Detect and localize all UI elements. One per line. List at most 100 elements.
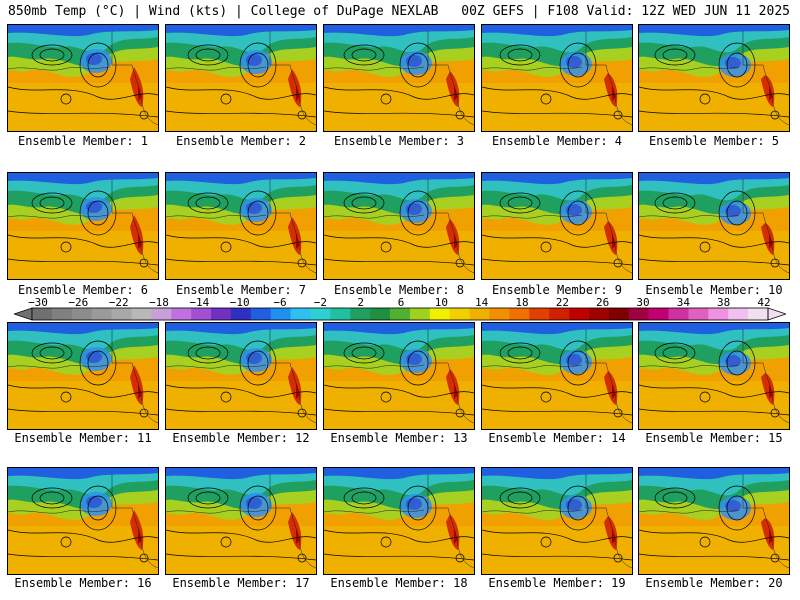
colorbar-tick-label: −18 [149, 296, 169, 309]
colorbar-swatch [290, 308, 311, 320]
ensemble-panel-19 [481, 467, 633, 575]
temperature-map [482, 468, 632, 574]
ensemble-member-label: Ensemble Member: 14 [488, 431, 626, 445]
ensemble-member-label: Ensemble Member: 5 [648, 134, 780, 148]
colorbar-tick-label: 2 [357, 296, 364, 309]
colorbar-swatch [151, 308, 172, 320]
ensemble-member-label: Ensemble Member: 19 [488, 576, 626, 590]
colorbar-tick-label: 34 [676, 296, 690, 309]
ensemble-member-label: Ensemble Member: 18 [330, 576, 468, 590]
colorbar-tick-label: 10 [434, 296, 448, 309]
ensemble-panel-17 [165, 467, 317, 575]
colorbar-tick-label: −30 [28, 296, 48, 309]
colorbar-swatch [509, 308, 530, 320]
ensemble-member-label: Ensemble Member: 2 [175, 134, 307, 148]
colorbar-tick-label: −22 [108, 296, 129, 309]
colorbar-swatch [449, 308, 470, 320]
ensemble-member-label: Ensemble Member: 3 [333, 134, 465, 148]
ensemble-member-label: Ensemble Member: 17 [172, 576, 310, 590]
ensemble-panel-14 [481, 322, 633, 430]
ensemble-member-label: Ensemble Member: 12 [172, 431, 310, 445]
ensemble-member-label: Ensemble Member: 16 [14, 576, 152, 590]
colorbar-swatch [250, 308, 271, 320]
temperature-map [482, 323, 632, 429]
ensemble-panel-20 [638, 467, 790, 575]
temperature-map [166, 323, 316, 429]
ensemble-panel-3 [323, 24, 475, 132]
ensemble-panel-4 [481, 24, 633, 132]
temperature-map [324, 468, 474, 574]
temperature-map [639, 323, 789, 429]
temperature-map [324, 25, 474, 131]
ensemble-panel-18 [323, 467, 475, 575]
ensemble-panel-7 [165, 172, 317, 280]
ensemble-panel-11 [7, 322, 159, 430]
ensemble-panel-5 [638, 24, 790, 132]
ensemble-panel-15 [638, 322, 790, 430]
temperature-map [324, 323, 474, 429]
colorbar-swatch [588, 308, 610, 320]
temperature-map [482, 25, 632, 131]
colorbar-swatch [191, 308, 212, 320]
colorbar-swatch [171, 308, 192, 320]
ensemble-panel-8 [323, 172, 475, 280]
colorbar-tick-label: −10 [229, 296, 250, 309]
ensemble-member-label: Ensemble Member: 6 [17, 283, 149, 297]
temperature-map [639, 468, 789, 574]
ensemble-panel-9 [481, 172, 633, 280]
temperature-map [324, 173, 474, 279]
colorbar-swatch [111, 308, 132, 320]
temperature-map [8, 323, 158, 429]
ensemble-panel-12 [165, 322, 317, 430]
colorbar-swatch [569, 308, 590, 320]
colorbar-swatch [409, 308, 431, 320]
ensemble-panel-2 [165, 24, 317, 132]
colorbar-tick-label: 22 [555, 296, 569, 309]
colorbar-tick-label: 42 [757, 296, 771, 309]
ensemble-member-label: Ensemble Member: 20 [645, 576, 783, 590]
colorbar-swatch [608, 308, 630, 320]
colorbar-swatch [71, 308, 92, 320]
ensemble-panel-6 [7, 172, 159, 280]
temperature-map [482, 173, 632, 279]
colorbar-swatch [91, 308, 112, 320]
colorbar-swatch [648, 308, 669, 320]
colorbar-swatch [529, 308, 550, 320]
run-valid-time: 00Z GEFS | F108 Valid: 12Z WED JUN 11 20… [461, 4, 790, 19]
colorbar-swatch [489, 308, 510, 320]
colorbar-swatch [728, 308, 749, 320]
colorbar-tick-label: 30 [636, 296, 650, 309]
temperature-map [639, 25, 789, 131]
colorbar-swatch [748, 308, 769, 320]
ensemble-panel-13 [323, 322, 475, 430]
colorbar-swatch [549, 308, 570, 320]
colorbar-tick-label: −2 [313, 296, 327, 309]
ensemble-member-label: Ensemble Member: 9 [491, 283, 623, 297]
ensemble-panel-10 [638, 172, 790, 280]
colorbar-tick-label: 6 [397, 296, 405, 309]
colorbar-swatch [330, 308, 351, 320]
colorbar-swatch [708, 308, 729, 320]
colorbar-tick-label: −14 [189, 296, 210, 309]
colorbar-swatch [310, 308, 331, 320]
ensemble-member-label: Ensemble Member: 10 [645, 283, 783, 297]
temperature-map [8, 173, 158, 279]
temperature-colorbar [14, 307, 786, 321]
ensemble-member-label: Ensemble Member: 4 [491, 134, 623, 148]
colorbar-swatch [429, 308, 451, 320]
temperature-map [166, 468, 316, 574]
ensemble-panel-1 [7, 24, 159, 132]
colorbar-swatch [688, 308, 709, 320]
colorbar-tick-label: −26 [68, 296, 89, 309]
colorbar-swatch [230, 308, 252, 320]
colorbar-swatch [32, 308, 53, 320]
temperature-map [166, 173, 316, 279]
temperature-map [166, 25, 316, 131]
colorbar-swatch [390, 308, 411, 320]
colorbar-swatch [370, 308, 391, 320]
map-title: 850mb Temp (°C) | Wind (kts) | College o… [8, 4, 439, 19]
colorbar-tick-label: 18 [515, 296, 529, 309]
ensemble-member-label: Ensemble Member: 7 [175, 283, 307, 297]
temperature-map [8, 25, 158, 131]
ensemble-panel-16 [7, 467, 159, 575]
